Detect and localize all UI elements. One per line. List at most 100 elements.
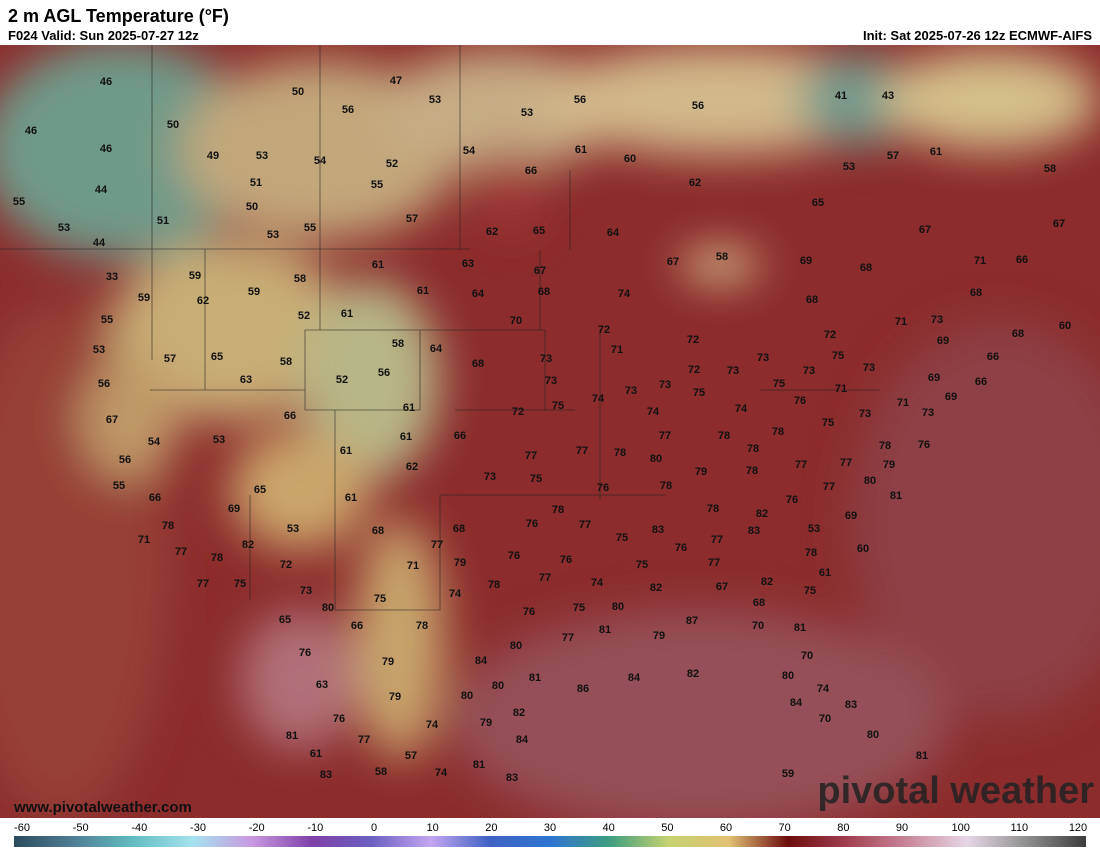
colorbar-tick-label: 20	[485, 822, 497, 834]
station-value: 71	[897, 397, 909, 409]
station-value: 53	[256, 150, 268, 162]
station-value: 53	[808, 523, 820, 535]
station-value: 66	[351, 620, 363, 632]
station-value: 57	[406, 213, 418, 225]
station-value: 81	[916, 750, 928, 762]
station-value: 73	[859, 408, 871, 420]
station-value: 62	[406, 461, 418, 473]
station-value: 61	[417, 285, 429, 297]
station-value: 87	[686, 615, 698, 627]
station-value: 77	[795, 459, 807, 471]
station-value: 73	[803, 365, 815, 377]
colorbar-tick-label: 60	[720, 822, 732, 834]
station-value: 74	[735, 403, 748, 415]
station-value: 74	[647, 406, 660, 418]
station-value: 73	[545, 375, 557, 387]
station-value: 74	[817, 683, 830, 695]
station-value: 69	[800, 255, 812, 267]
station-value: 81	[890, 490, 902, 502]
colorbar-tick-label: 110	[1011, 822, 1029, 834]
station-value: 56	[378, 367, 390, 379]
station-value: 71	[895, 316, 907, 328]
station-value: 77	[659, 430, 671, 442]
station-value: 58	[716, 251, 728, 263]
station-value: 67	[1053, 218, 1065, 230]
colorbar-tick-label: 40	[603, 822, 615, 834]
station-value: 55	[304, 222, 316, 234]
station-value: 83	[320, 769, 332, 781]
station-value: 50	[167, 119, 179, 131]
station-value: 61	[372, 259, 384, 271]
station-value: 52	[336, 374, 348, 386]
station-value: 69	[937, 335, 949, 347]
station-value: 76	[675, 542, 687, 554]
station-value: 61	[310, 748, 322, 760]
colorbar	[14, 836, 1086, 847]
colorbar-tick-label: 70	[779, 822, 791, 834]
station-value: 58	[1044, 163, 1056, 175]
station-value: 64	[607, 227, 620, 239]
station-value: 72	[280, 559, 292, 571]
station-value: 46	[25, 125, 37, 137]
station-value: 57	[887, 150, 899, 162]
station-value: 80	[461, 690, 473, 702]
station-value: 61	[345, 492, 357, 504]
station-value: 49	[207, 150, 219, 162]
station-value: 78	[614, 447, 626, 459]
station-value: 75	[693, 387, 705, 399]
station-value: 76	[526, 518, 538, 530]
station-value: 82	[650, 582, 662, 594]
station-value: 77	[840, 457, 852, 469]
station-value: 83	[748, 525, 760, 537]
station-value: 67	[534, 265, 546, 277]
station-value: 56	[119, 454, 131, 466]
station-value: 57	[405, 750, 417, 762]
station-value: 81	[599, 624, 611, 636]
station-value: 74	[618, 288, 631, 300]
station-value: 77	[539, 572, 551, 584]
station-value: 33	[106, 271, 118, 283]
station-value: 80	[864, 475, 876, 487]
station-value: 74	[426, 719, 439, 731]
station-value: 78	[211, 552, 223, 564]
station-value: 65	[211, 351, 223, 363]
station-value: 78	[805, 547, 817, 559]
station-value: 78	[718, 430, 730, 442]
station-value: 61	[819, 567, 831, 579]
station-value: 71	[407, 560, 419, 572]
station-value: 61	[575, 144, 587, 156]
station-value: 51	[157, 215, 169, 227]
station-value: 55	[113, 480, 125, 492]
station-value: 80	[650, 453, 662, 465]
colorbar-tick-label: 50	[661, 822, 673, 834]
station-value: 53	[287, 523, 299, 535]
station-value: 76	[597, 482, 609, 494]
station-value: 82	[761, 576, 773, 588]
station-value: 80	[492, 680, 504, 692]
station-value: 75	[773, 378, 785, 390]
station-value: 77	[579, 519, 591, 531]
station-value: 73	[931, 314, 943, 326]
station-value: 69	[945, 391, 957, 403]
station-value: 65	[533, 225, 545, 237]
station-value: 75	[832, 350, 844, 362]
station-value: 54	[148, 436, 161, 448]
station-value: 77	[431, 539, 443, 551]
station-value: 61	[400, 431, 412, 443]
station-value: 61	[930, 146, 942, 158]
station-value: 67	[667, 256, 679, 268]
map-background	[0, 45, 1100, 818]
station-value: 77	[576, 445, 588, 457]
station-value: 77	[562, 632, 574, 644]
station-value: 68	[472, 358, 484, 370]
station-value: 74	[591, 577, 604, 589]
station-value: 61	[340, 445, 352, 457]
station-value: 61	[341, 308, 353, 320]
station-value: 75	[636, 559, 648, 571]
colorbar-tick-label: -40	[131, 822, 147, 834]
station-value: 61	[403, 402, 415, 414]
station-value: 80	[510, 640, 522, 652]
station-value: 58	[294, 273, 306, 285]
station-value: 66	[975, 376, 987, 388]
station-value: 78	[772, 426, 784, 438]
